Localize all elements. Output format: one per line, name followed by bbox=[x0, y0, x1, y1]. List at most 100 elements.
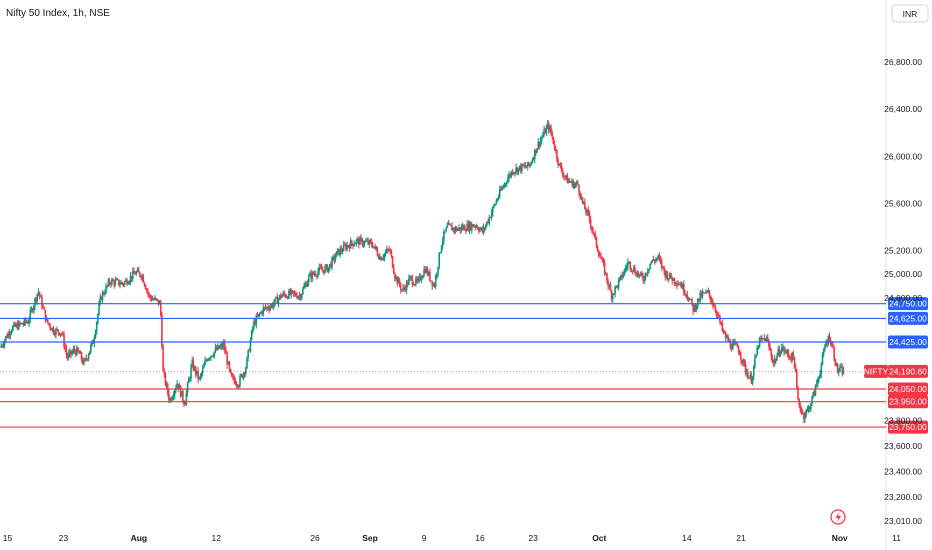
candle bbox=[615, 285, 618, 289]
candle bbox=[171, 395, 174, 402]
candle bbox=[152, 297, 155, 301]
candle bbox=[632, 265, 635, 273]
candle bbox=[86, 358, 89, 362]
candle bbox=[426, 266, 429, 277]
currency-box[interactable] bbox=[891, 4, 929, 23]
candle bbox=[213, 351, 216, 359]
candle bbox=[299, 293, 302, 301]
candle bbox=[803, 412, 805, 424]
candle bbox=[14, 321, 16, 328]
candle bbox=[578, 184, 580, 197]
candle bbox=[431, 280, 434, 290]
candle bbox=[560, 162, 563, 173]
candle bbox=[649, 263, 651, 270]
candle bbox=[123, 280, 126, 288]
candle bbox=[352, 243, 354, 250]
candle bbox=[538, 141, 541, 150]
candle bbox=[193, 365, 196, 372]
candle bbox=[785, 349, 788, 355]
candle bbox=[413, 283, 416, 287]
x-tick-label: 26 bbox=[310, 533, 320, 543]
candle bbox=[756, 344, 759, 356]
candle bbox=[524, 162, 527, 169]
candle bbox=[372, 241, 374, 249]
candle bbox=[550, 124, 552, 136]
candle bbox=[275, 296, 277, 299]
candle bbox=[496, 198, 499, 203]
candle bbox=[151, 295, 154, 301]
candle bbox=[644, 272, 647, 281]
candle bbox=[297, 295, 300, 300]
candle bbox=[642, 272, 644, 284]
candle bbox=[98, 300, 100, 316]
candle bbox=[490, 208, 493, 221]
candle bbox=[173, 389, 176, 400]
currency-selector[interactable]: INR bbox=[891, 4, 929, 23]
time-axis[interactable]: 15 23 Aug 12 26 Sep 9 16 23 Oct 14 21 Nov 11 bbox=[3, 533, 902, 543]
candle bbox=[473, 223, 475, 228]
candle bbox=[779, 350, 782, 357]
candle bbox=[130, 275, 133, 283]
level-label: 24,750.00 bbox=[889, 299, 927, 309]
candle bbox=[139, 271, 141, 278]
candle bbox=[227, 360, 230, 365]
candle bbox=[535, 149, 537, 156]
candle bbox=[198, 376, 201, 381]
candle bbox=[257, 313, 260, 318]
candle bbox=[600, 252, 602, 260]
candle bbox=[10, 329, 13, 336]
x-tick-label: 21 bbox=[736, 533, 746, 543]
price-axis[interactable]: 26,800.00 26,400.00 26,000.00 25,600.00 25,2… bbox=[884, 57, 922, 526]
candle bbox=[745, 368, 748, 378]
y-tick-label: 25,600.00 bbox=[884, 198, 922, 208]
candle bbox=[525, 165, 528, 168]
candle bbox=[83, 357, 85, 366]
candle bbox=[450, 224, 452, 226]
candle bbox=[623, 268, 626, 276]
candle bbox=[635, 271, 637, 277]
candle bbox=[382, 254, 385, 261]
candle bbox=[37, 288, 40, 297]
candle bbox=[116, 278, 119, 281]
candle bbox=[722, 328, 725, 335]
candle bbox=[771, 354, 774, 364]
candle bbox=[418, 273, 421, 283]
candle bbox=[729, 339, 732, 350]
candle bbox=[567, 178, 570, 184]
candle bbox=[657, 253, 660, 261]
candle bbox=[742, 358, 745, 367]
candle bbox=[325, 263, 327, 271]
candle bbox=[180, 390, 183, 397]
candle bbox=[339, 245, 341, 258]
candle bbox=[694, 302, 697, 313]
candle bbox=[316, 274, 318, 280]
candle bbox=[801, 408, 804, 415]
candle bbox=[46, 318, 49, 325]
flash-icon[interactable] bbox=[830, 509, 846, 525]
level-badge bbox=[888, 382, 928, 396]
candle bbox=[64, 342, 67, 352]
candle bbox=[489, 216, 492, 219]
candle bbox=[811, 395, 813, 406]
candle bbox=[356, 236, 359, 244]
candle bbox=[360, 233, 362, 243]
candle bbox=[323, 269, 325, 276]
candle bbox=[820, 362, 823, 379]
candle bbox=[589, 216, 592, 231]
candle bbox=[701, 288, 704, 300]
candle bbox=[144, 284, 147, 290]
candle bbox=[388, 245, 390, 252]
candle bbox=[530, 161, 533, 167]
candle bbox=[109, 281, 112, 288]
candle bbox=[582, 200, 585, 205]
level-badge bbox=[888, 420, 928, 434]
y-tick-label: 23,800.00 bbox=[884, 416, 922, 426]
candle bbox=[368, 239, 371, 249]
candle bbox=[375, 245, 378, 252]
candle bbox=[786, 348, 789, 358]
candle bbox=[814, 384, 817, 397]
candle bbox=[738, 349, 741, 356]
candle bbox=[691, 297, 693, 306]
candle bbox=[206, 358, 209, 362]
